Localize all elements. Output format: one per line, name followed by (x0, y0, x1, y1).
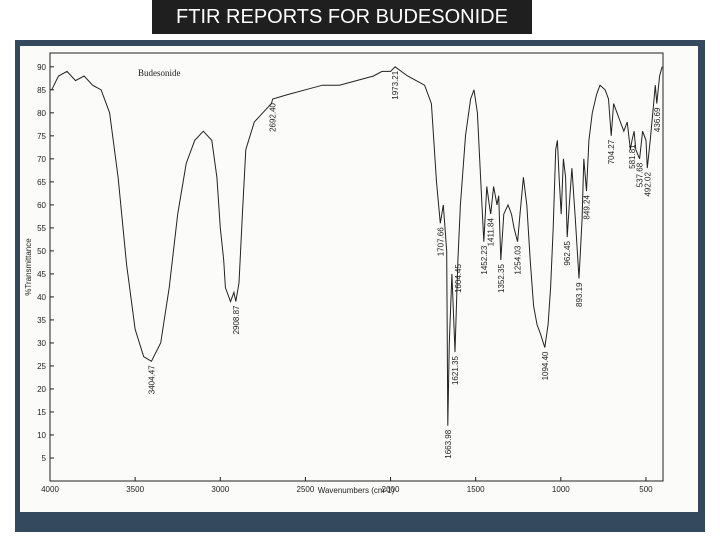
peak-label: 1452.23 (480, 245, 489, 274)
ftir-spectrum-chart: Budesonide Wavenumbers (cm-1) %Transmitt… (24, 52, 664, 495)
peak-label: 2908.87 (232, 305, 241, 334)
y-tick-label: 70 (37, 155, 46, 164)
peak-label: 1254.03 (514, 245, 523, 274)
y-axis-label: %Transmittance (24, 238, 33, 296)
y-tick-label: 30 (37, 339, 46, 348)
y-tick-label: 10 (37, 431, 46, 440)
x-tick-label: 2000 (382, 485, 400, 494)
y-tick-label: 35 (37, 316, 46, 325)
peak-label: 436.69 (653, 107, 662, 132)
peak-label: 962.45 (563, 241, 572, 266)
peak-label: 537.68 (636, 162, 645, 187)
y-tick-label: 85 (37, 86, 46, 95)
spectrum-line (51, 66, 663, 426)
plot-area (49, 52, 664, 482)
peak-label: 2692.40 (269, 102, 278, 131)
peak-label: 849.24 (583, 195, 592, 220)
x-tick-label: 500 (639, 485, 653, 494)
y-tick-label: 80 (37, 109, 46, 118)
peak-label: 1621.35 (451, 356, 460, 385)
y-tick-label: 50 (37, 247, 46, 256)
x-tick-label: 2500 (297, 485, 315, 494)
y-tick-label: 15 (37, 408, 46, 417)
y-tick-label: 75 (37, 132, 46, 141)
peak-label: 3404.47 (147, 365, 156, 394)
x-tick-label: 3500 (126, 485, 144, 494)
x-tick-label: 4000 (41, 485, 59, 494)
spectrum-scan (20, 46, 698, 512)
peak-label: 1352.35 (497, 264, 506, 293)
y-tick-label: 5 (42, 454, 47, 463)
peak-label: 492.02 (643, 172, 652, 197)
page-title: FTIR REPORTS FOR BUDESONIDE (152, 0, 532, 34)
y-tick-label: 55 (37, 224, 46, 233)
y-tick-label: 20 (37, 385, 46, 394)
y-tick-label: 25 (37, 362, 46, 371)
y-tick-label: 45 (37, 270, 46, 279)
x-axis-label: Wavenumbers (cm-1) (318, 486, 395, 495)
peak-label: 1663.98 (444, 429, 453, 458)
peak-label: 1604.45 (454, 264, 463, 293)
y-tick-label: 40 (37, 293, 46, 302)
x-tick-label: 1000 (552, 485, 570, 494)
peak-label: 1973.21 (391, 70, 400, 99)
peak-label: 1707.66 (436, 227, 445, 256)
peak-label: 1411.84 (487, 218, 496, 247)
y-tick-label: 90 (37, 63, 46, 72)
y-tick-label: 60 (37, 201, 46, 210)
peak-label: 1094.40 (541, 351, 550, 380)
chart-title: Budesonide (138, 68, 181, 78)
peak-label: 581.81 (628, 144, 637, 169)
x-tick-label: 3000 (211, 485, 229, 494)
y-tick-label: 65 (37, 178, 46, 187)
x-tick-label: 1500 (467, 485, 485, 494)
peak-label: 893.19 (575, 282, 584, 307)
peak-label: 704.27 (607, 139, 616, 164)
